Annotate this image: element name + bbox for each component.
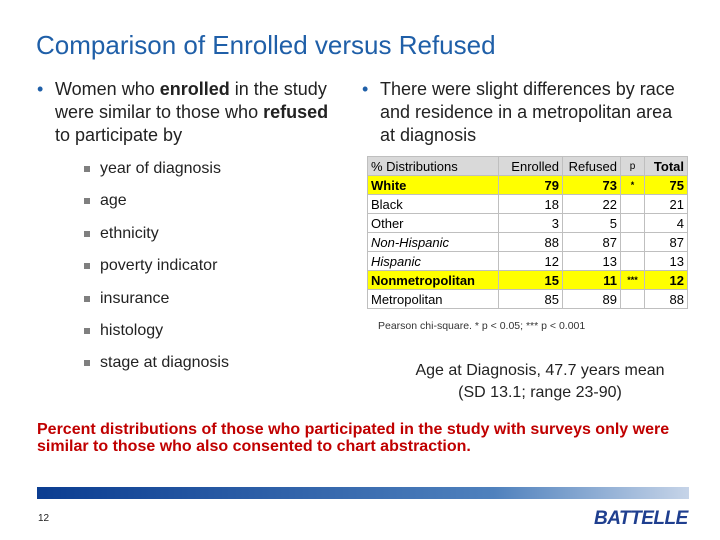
table-cell: 15 xyxy=(498,270,563,290)
conclusion: Percent distributions of those who parti… xyxy=(37,421,670,455)
sub-bullet: poverty indicator xyxy=(84,257,229,289)
table-cell xyxy=(620,194,645,214)
table-cell xyxy=(620,289,645,309)
table-cell: 5 xyxy=(562,213,621,233)
table-cell: 89 xyxy=(562,289,621,309)
table-cell: 4 xyxy=(644,213,688,233)
table-row: Metropolitan 85 89 88 xyxy=(367,289,688,309)
table-cell: 88 xyxy=(498,232,563,252)
table-cell: 12 xyxy=(498,251,563,271)
sub-bullet: ethnicity xyxy=(84,225,229,257)
table-cell xyxy=(620,232,645,252)
table-cell: White xyxy=(367,175,499,195)
header-cell: Total xyxy=(644,156,688,176)
table-cell: 88 xyxy=(644,289,688,309)
bullet-part: Women who xyxy=(55,79,155,99)
table-cell: 3 xyxy=(498,213,563,233)
table-row: Non-Hispanic 88 87 87 xyxy=(367,232,688,252)
bullet-part: enrolled xyxy=(159,79,230,99)
sub-bullet: insurance xyxy=(84,290,229,322)
table-row: White 79 73 * 75 xyxy=(367,175,688,195)
table-row: Nonmetropolitan 15 11 *** 12 xyxy=(367,270,688,290)
table-cell: 11 xyxy=(562,270,621,290)
table-cell: Non-Hispanic xyxy=(367,232,499,252)
table-cell: 13 xyxy=(644,251,688,271)
footnote: Pearson chi-square. * p < 0.05; *** p < … xyxy=(378,320,586,332)
header-cell: % Distributions xyxy=(367,156,499,176)
table-cell: * xyxy=(620,175,645,195)
header-cell: Enrolled xyxy=(498,156,563,176)
right-bullet: There were slight differences by race an… xyxy=(362,78,680,147)
age-line: Age at Diagnosis, 47.7 years mean xyxy=(415,362,665,379)
table-row: Hispanic 12 13 13 xyxy=(367,251,688,271)
table-row: Black 18 22 21 xyxy=(367,194,688,214)
table-cell: 75 xyxy=(644,175,688,195)
header-cell: p xyxy=(620,156,645,176)
sub-bullet: year of diagnosis xyxy=(84,160,229,192)
table-cell: Other xyxy=(367,213,499,233)
table: % Distributions Enrolled Refused p Total Whit… xyxy=(367,156,688,309)
title: Comparison of Enrolled versus Refused xyxy=(36,30,496,60)
table-row: Other 3 5 4 xyxy=(367,213,688,233)
table-cell: 22 xyxy=(562,194,621,214)
table-cell: 18 xyxy=(498,194,563,214)
age-note: Age at Diagnosis, 47.7 years mean (SD 13… xyxy=(380,360,700,404)
table-cell: 73 xyxy=(562,175,621,195)
left-bullet: Women who enrolled in the study were sim… xyxy=(37,78,345,147)
table-cell: 13 xyxy=(562,251,621,271)
table-cell xyxy=(620,251,645,271)
bullet-part: to participate by xyxy=(55,125,183,145)
page-number: 12 xyxy=(38,513,50,524)
sub-bullet: histology xyxy=(84,322,229,354)
sub-bullets: year of diagnosis age ethnicity poverty ind… xyxy=(84,160,229,387)
header-cell: Refused xyxy=(562,156,621,176)
sub-bullet: stage at diagnosis xyxy=(84,354,229,386)
table-cell: 87 xyxy=(562,232,621,252)
table-cell: 87 xyxy=(644,232,688,252)
table-cell: 21 xyxy=(644,194,688,214)
table-cell: Black xyxy=(367,194,499,214)
table-cell: Nonmetropolitan xyxy=(367,270,499,290)
table-cell xyxy=(620,213,645,233)
bullet-part: refused xyxy=(263,102,329,122)
table-cell: 12 xyxy=(644,270,688,290)
table-cell: Hispanic xyxy=(367,251,499,271)
table-cell: 85 xyxy=(498,289,563,309)
age-line: (SD 13.1; range 23-90) xyxy=(458,384,622,401)
bullet-part: in the study were similar to those who xyxy=(55,79,327,122)
footer-bar xyxy=(37,487,689,499)
table-cell: *** xyxy=(620,270,645,290)
header-row: % Distributions Enrolled Refused p Total xyxy=(367,156,688,176)
logo: BATTELLE xyxy=(594,508,688,529)
table-cell: 79 xyxy=(498,175,563,195)
table-cell: Metropolitan xyxy=(367,289,499,309)
sub-bullet: age xyxy=(84,192,229,224)
